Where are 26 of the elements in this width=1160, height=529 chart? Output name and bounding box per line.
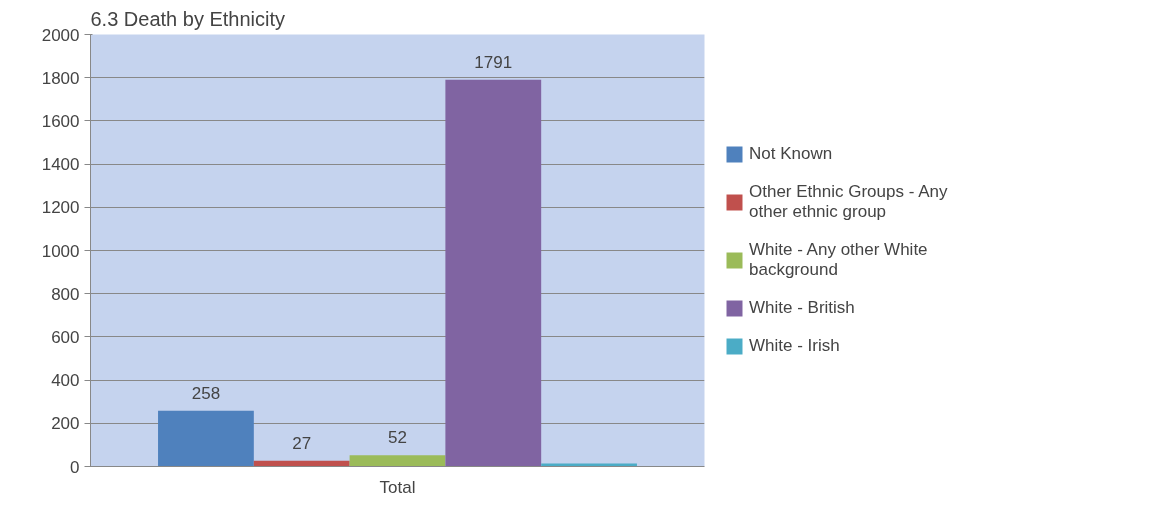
y-tick-label: 2000 [41,25,80,45]
data-label: 27 [292,433,312,453]
chart-title: 6.3 Death by Ethnicity [90,7,286,30]
y-tick-label: 200 [51,414,80,434]
y-tick-label: 1200 [41,198,80,218]
y-tick-label: 1000 [41,241,80,261]
bar [541,463,637,467]
bar [445,79,542,467]
x-tick-label: Total [379,477,416,497]
y-tick-label: 1600 [41,111,80,131]
y-tick-label: 0 [70,457,80,477]
data-label: 258 [191,383,221,403]
y-tick-label: 1400 [41,155,80,175]
legend-label: White - British [749,298,855,318]
y-tick-label: 600 [51,327,80,347]
bar [158,410,254,467]
bar [349,455,446,467]
legend-label: Other Ethnic Groups - Any other ethnic group [749,182,948,222]
data-label: 52 [388,428,407,448]
data-label: 1791 [474,52,513,72]
legend-label: Not Known [749,144,833,164]
legend-label: White - Any other White background [749,240,928,280]
y-tick-label: 800 [51,284,80,304]
legend-label: White - Irish [749,336,840,356]
y-tick-label: 1800 [41,68,80,88]
y-tick-label: 400 [51,371,80,391]
